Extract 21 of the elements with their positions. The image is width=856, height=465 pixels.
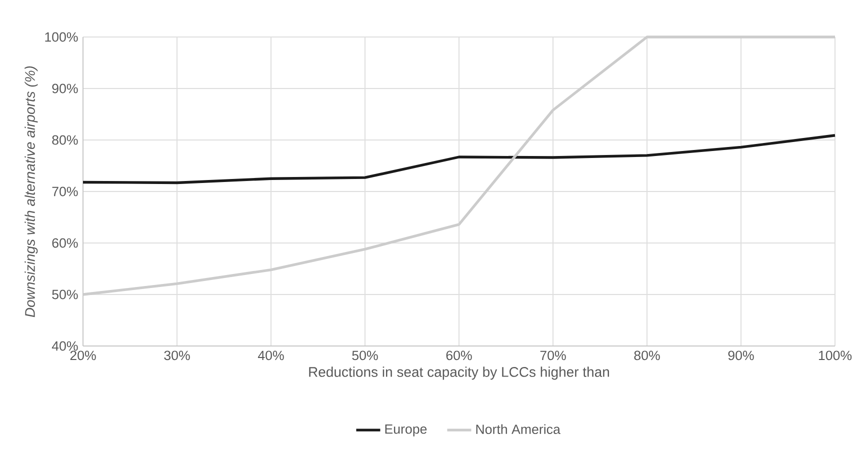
x-tick-label: 80% [634, 350, 660, 360]
x-tick-label: 20% [70, 350, 96, 360]
y-tick-label: 80% [52, 135, 78, 145]
x-tick-label: 50% [352, 350, 378, 360]
y-tick-label: 70% [52, 186, 78, 196]
y-tick-label: 100% [45, 32, 78, 42]
x-axis-title: Reductions in seat capacity by LCCs higher than [309, 366, 609, 380]
y-tick-label: 40% [52, 341, 78, 351]
x-tick-label: 60% [446, 350, 472, 360]
line-series [82, 134, 836, 184]
x-tick-label: 40% [258, 350, 284, 360]
x-tick-label: 30% [164, 350, 190, 360]
y-tick-label: 90% [52, 84, 78, 94]
legend-label: North America [476, 424, 560, 434]
legend-label: Europe [385, 424, 427, 436]
y-tick-label: 50% [52, 290, 78, 300]
y-tick-label: 60% [52, 238, 78, 248]
x-tick-label: 100% [818, 350, 852, 360]
x-tick-label: 90% [728, 350, 754, 360]
x-tick-label: 70% [540, 350, 566, 360]
y-axis-title: Downsizings with alternative airports (%) [24, 66, 38, 318]
